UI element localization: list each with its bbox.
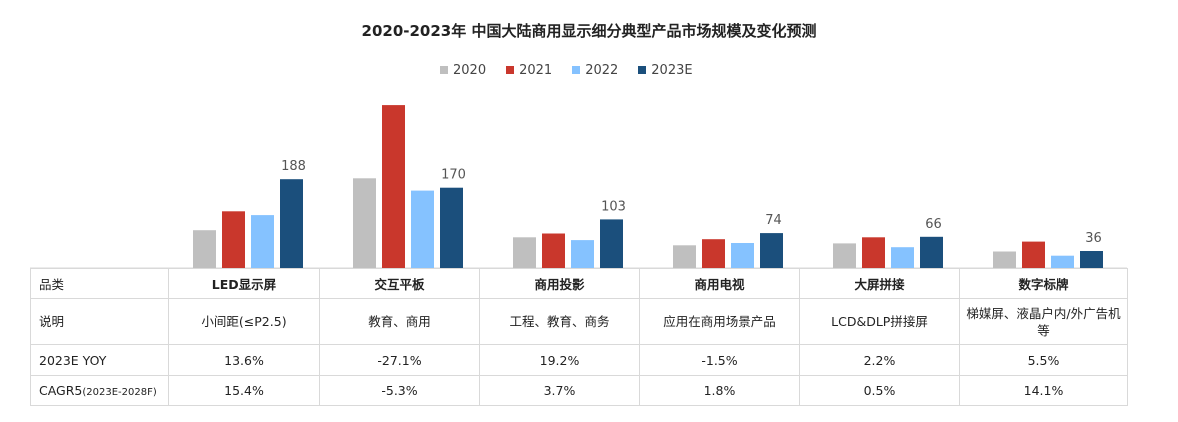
- table-cell-yoy: 5.5%: [959, 344, 1128, 376]
- legend-item-2022: 2022: [572, 63, 618, 78]
- table-cell-description: 应用在商用场景产品: [639, 298, 800, 345]
- table-cell-yoy: 2.2%: [799, 344, 960, 376]
- bar-2021-4: [862, 237, 885, 268]
- chart-legend: 2020 2021 2022 2023E: [440, 62, 693, 78]
- cagr-label: CAGR5: [39, 383, 83, 398]
- table-cell-category: 商用电视: [639, 268, 800, 299]
- row-label-category: 品类: [30, 268, 169, 299]
- legend-label-2023e: 2023E: [651, 62, 693, 78]
- row-label-yoy: 2023E YOY: [30, 344, 169, 376]
- legend-label-2021: 2021: [519, 62, 553, 78]
- bar-2021-5: [1022, 241, 1045, 268]
- legend-item-2023e: 2023E: [638, 62, 693, 78]
- bar-2022-4: [891, 247, 914, 268]
- table-cell-yoy: -1.5%: [639, 344, 800, 376]
- legend-item-2021: 2021: [506, 63, 552, 78]
- legend-label-2022: 2022: [585, 62, 619, 78]
- cagr-sublabel: (2023E-2028F): [82, 387, 157, 398]
- bar-2020-1: [353, 178, 376, 268]
- chart-title: 2020-2023年 中国大陆商用显示细分典型产品市场规模及变化预测: [361, 22, 817, 40]
- data-table: 品类 LED显示屏 交互平板 商用投影 商用电视 大屏拼接 数字标牌 说明 小间…: [30, 268, 1128, 406]
- bar-2021-1: [382, 105, 405, 268]
- table-cell-category: 商用投影: [479, 268, 640, 299]
- data-label-2023e-3: 74: [765, 213, 782, 228]
- legend-label-2020: 2020: [453, 62, 487, 78]
- table-cell-yoy: 13.6%: [168, 344, 320, 376]
- data-label-2023e-0: 188: [281, 159, 306, 174]
- legend-swatch-2023e: [638, 66, 647, 74]
- bar-2022-5: [1051, 255, 1074, 268]
- row-label-description: 说明: [30, 298, 169, 345]
- legend-item-2020: 2020: [440, 63, 486, 78]
- table-cell-cagr: 0.5%: [799, 375, 960, 406]
- table-cell-cagr: 3.7%: [479, 375, 640, 406]
- table-cell-description: 教育、商用: [319, 298, 480, 345]
- bar-2021-2: [542, 233, 565, 268]
- table-cell-description: 梯媒屏、液晶户内/外广告机等: [959, 298, 1128, 345]
- bar-2020-5: [993, 251, 1016, 268]
- legend-swatch-2020: [440, 66, 448, 74]
- table-cell-yoy: 19.2%: [479, 344, 640, 376]
- table-cell-cagr: 1.8%: [639, 375, 800, 406]
- table-cell-cagr: -5.3%: [319, 375, 480, 406]
- bar-2023e-4: [920, 236, 943, 268]
- bar-2020-0: [193, 230, 216, 268]
- table-row-category: 品类 LED显示屏 交互平板 商用投影 商用电视 大屏拼接 数字标牌: [30, 268, 1128, 299]
- data-label-2023e-2: 103: [601, 199, 626, 214]
- table-cell-category: LED显示屏: [168, 268, 320, 299]
- bar-2023e-2: [600, 219, 623, 268]
- table-row-description: 说明 小间距(≤P2.5) 教育、商用 工程、教育、商务 应用在商用场景产品 L…: [30, 298, 1128, 345]
- bar-2022-1: [411, 190, 434, 268]
- table-row-yoy: 2023E YOY 13.6% -27.1% 19.2% -1.5% 2.2% …: [30, 344, 1128, 376]
- bar-chart: 188 170 103 74 66 36: [30, 105, 1127, 269]
- table-cell-category: 交互平板: [319, 268, 480, 299]
- table-cell-yoy: -27.1%: [319, 344, 480, 376]
- table-cell-description: 工程、教育、商务: [479, 298, 640, 345]
- data-label-2023e-5: 36: [1085, 231, 1102, 246]
- bar-2021-0: [222, 211, 245, 268]
- table-cell-category: 数字标牌: [959, 268, 1128, 299]
- table-cell-category: 大屏拼接: [799, 268, 960, 299]
- bar-2023e-3: [760, 233, 783, 268]
- legend-swatch-2022: [572, 66, 581, 74]
- table-cell-description: LCD&DLP拼接屏: [799, 298, 960, 345]
- bar-2023e-0: [280, 179, 303, 268]
- legend-swatch-2021: [506, 66, 515, 74]
- data-label-2023e-1: 170: [441, 168, 466, 183]
- bar-2022-3: [731, 243, 754, 268]
- bar-2022-0: [251, 215, 274, 268]
- table-row-cagr: CAGR5(2023E-2028F) 15.4% -5.3% 3.7% 1.8%…: [30, 375, 1128, 406]
- bar-2022-2: [571, 240, 594, 268]
- bar-2021-3: [702, 239, 725, 268]
- data-label-2023e-4: 66: [925, 217, 942, 232]
- table-cell-description: 小间距(≤P2.5): [168, 298, 320, 345]
- bar-2020-4: [833, 243, 856, 268]
- bar-2020-3: [673, 245, 696, 268]
- bar-2020-2: [513, 237, 536, 268]
- table-cell-cagr: 15.4%: [168, 375, 320, 406]
- bar-2023e-5: [1080, 251, 1103, 268]
- row-label-cagr: CAGR5(2023E-2028F): [30, 375, 169, 406]
- table-cell-cagr: 14.1%: [959, 375, 1128, 406]
- bar-2023e-1: [440, 187, 463, 268]
